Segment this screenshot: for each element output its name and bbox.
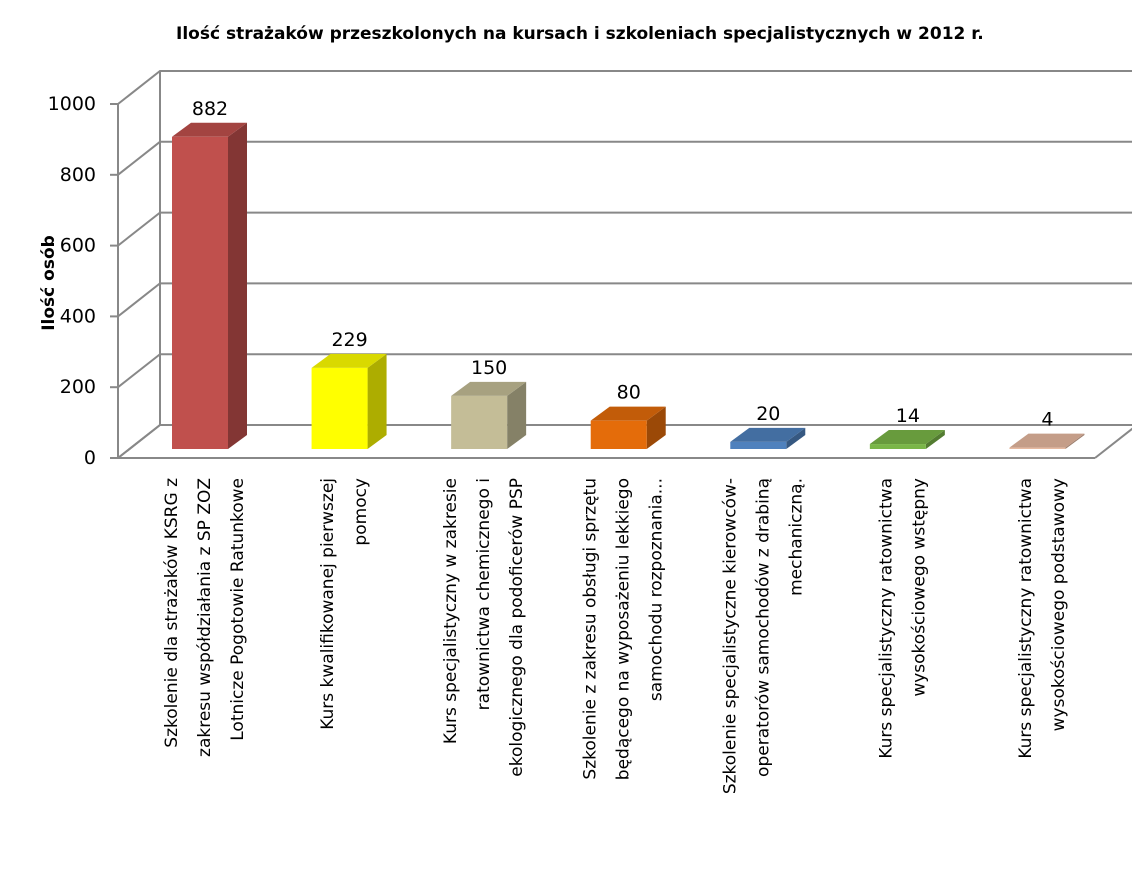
y-tick-label: 1000 bbox=[48, 93, 96, 115]
x-tick-label: Kurs specjalistyczny w zakresie ratownict… bbox=[441, 478, 527, 777]
bar-side bbox=[228, 122, 247, 449]
bar-side bbox=[925, 430, 945, 449]
bar-top bbox=[451, 381, 527, 396]
data-label: 229 bbox=[331, 329, 367, 351]
chart-title: Ilość strażaków przeszkolonych na kursac… bbox=[176, 24, 984, 44]
data-label: 4 bbox=[1041, 409, 1053, 431]
grid-line bbox=[117, 353, 1132, 388]
x-tick-label: Kurs kwalifikowanej pierwszej pomocy bbox=[318, 478, 371, 730]
bar bbox=[311, 367, 368, 449]
bar-top bbox=[869, 430, 945, 445]
x-tick-label: Kurs specjalistyczny ratownictwa wysokośc… bbox=[1016, 478, 1069, 759]
bar bbox=[1009, 447, 1066, 449]
x-tick-label: Szkolenie z zakresu obsługi sprzętu będąc… bbox=[581, 478, 667, 780]
data-label: 882 bbox=[192, 98, 228, 120]
bar-top bbox=[311, 353, 387, 368]
bar-side bbox=[367, 353, 387, 449]
bar-top bbox=[172, 122, 247, 137]
x-tick-label: Szkolenie dla strażaków KSRG z zakresu ws… bbox=[162, 478, 248, 757]
data-label: 80 bbox=[617, 382, 641, 404]
bar bbox=[869, 444, 926, 449]
y-tick-label: 0 bbox=[84, 447, 96, 469]
data-label: 20 bbox=[756, 403, 780, 425]
bar-side bbox=[646, 406, 666, 449]
grid-line bbox=[117, 424, 1132, 459]
y-tick-label: 200 bbox=[60, 376, 96, 398]
bar-top bbox=[1009, 433, 1085, 448]
grid-line bbox=[117, 282, 1132, 318]
back-wall bbox=[159, 71, 1132, 426]
y-tick-label: 600 bbox=[60, 235, 96, 257]
bar-side bbox=[786, 427, 806, 449]
bar-side bbox=[507, 381, 527, 449]
grid-line bbox=[117, 211, 1132, 247]
bar bbox=[451, 395, 508, 449]
grid-line bbox=[117, 70, 1132, 105]
data-label: 150 bbox=[471, 357, 507, 379]
data-label: 14 bbox=[896, 405, 920, 427]
bar bbox=[590, 420, 647, 449]
bar bbox=[730, 441, 787, 449]
grid-line bbox=[117, 140, 1132, 176]
bar bbox=[172, 136, 228, 449]
bar-side bbox=[1065, 433, 1085, 449]
bar-top bbox=[730, 427, 806, 442]
y-tick-label: 800 bbox=[60, 164, 96, 186]
x-tick-label: Kurs specjalistyczny ratownictwa wysokośc… bbox=[876, 478, 929, 759]
bar-top bbox=[590, 406, 666, 421]
y-tick-label: 400 bbox=[60, 305, 96, 327]
x-tick-label: Szkolenie specjalistyczne kierowców-oper… bbox=[720, 478, 806, 794]
y-axis-label: Ilość osób bbox=[39, 235, 59, 331]
